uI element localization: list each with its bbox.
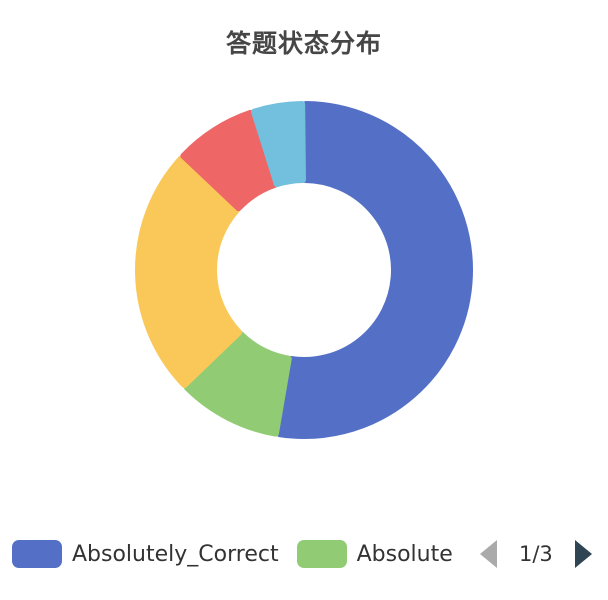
legend-swatch — [296, 540, 347, 568]
legend-pager: 1/3 — [480, 534, 602, 574]
legend-items: Absolutely_Correct Absolute — [12, 534, 468, 574]
donut-slices — [135, 101, 473, 439]
legend-label: Absolute — [356, 541, 453, 567]
chart-title: 答题状态分布 — [225, 29, 382, 58]
legend-page-indicator: 1/3 — [519, 542, 553, 566]
donut-slice-5[interactable] — [250, 101, 306, 188]
legend-label: Absolutely_Correct — [72, 541, 279, 567]
donut-slice-4[interactable] — [180, 109, 278, 212]
legend-item[interactable]: Absolute — [296, 534, 453, 574]
donut-slice-1[interactable] — [276, 101, 473, 439]
legend: Absolutely_Correct Absolute 1/3 — [12, 534, 602, 574]
legend-item[interactable]: Absolutely_Correct — [12, 534, 279, 574]
donut-slice-3[interactable] — [135, 155, 243, 389]
legend-swatch — [12, 540, 62, 568]
legend-next-page-button[interactable] — [574, 540, 592, 568]
donut-slice-2[interactable] — [184, 330, 292, 437]
legend-prev-page-button[interactable] — [480, 540, 497, 568]
